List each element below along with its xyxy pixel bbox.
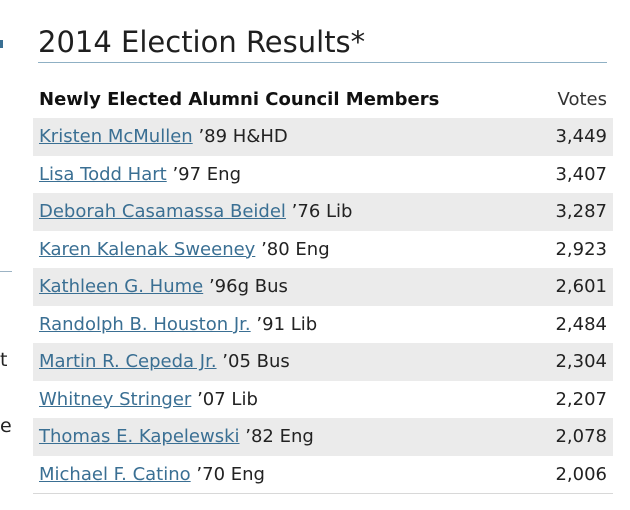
member-cell: Karen Kalenak Sweeney ’80 Eng bbox=[33, 230, 536, 268]
table-row: Karen Kalenak Sweeney ’80 Eng 2,923 bbox=[33, 230, 613, 268]
page-title: 2014 Election Results* bbox=[38, 25, 366, 59]
table-row: Michael F. Catino ’70 Eng 2,006 bbox=[33, 455, 613, 493]
vote-count: 3,449 bbox=[535, 118, 613, 156]
member-name-link[interactable]: Martin R. Cepeda Jr. bbox=[39, 351, 217, 373]
member-name-link[interactable]: Deborah Casamassa Beidel bbox=[39, 201, 286, 223]
member-cell: Whitney Stringer ’07 Lib bbox=[33, 380, 536, 418]
vote-count: 3,407 bbox=[535, 155, 613, 193]
member-class-detail: ’07 Lib bbox=[197, 388, 258, 410]
member-cell: Randolph B. Houston Jr. ’91 Lib bbox=[33, 305, 536, 343]
table-row: Randolph B. Houston Jr. ’91 Lib 2,484 bbox=[33, 305, 613, 343]
member-name-link[interactable]: Thomas E. Kapelewski bbox=[39, 426, 240, 448]
results-table-body: Kristen McMullen ’89 H&HD 3,449 Lisa Todd … bbox=[33, 118, 613, 493]
election-results-panel: 2014 Election Results* Newly Elected Alu… bbox=[33, 22, 613, 494]
member-name-link[interactable]: Michael F. Catino bbox=[39, 463, 191, 485]
member-name-link[interactable]: Karen Kalenak Sweeney bbox=[39, 238, 256, 260]
votes-column-header: Votes bbox=[557, 89, 607, 110]
member-class-detail: ’96g Bus bbox=[208, 276, 288, 298]
member-class-detail: ’70 Eng bbox=[196, 463, 265, 485]
vote-count: 2,078 bbox=[535, 418, 613, 456]
table-row: Kathleen G. Hume ’96g Bus 2,601 bbox=[33, 268, 613, 306]
member-cell: Lisa Todd Hart ’97 Eng bbox=[33, 155, 536, 193]
vote-count: 2,207 bbox=[535, 380, 613, 418]
member-class-detail: ’91 Lib bbox=[256, 313, 318, 335]
member-name-link[interactable]: Kristen McMullen bbox=[39, 126, 193, 148]
member-name-link[interactable]: Whitney Stringer bbox=[39, 388, 192, 410]
table-row: Deborah Casamassa Beidel ’76 Lib 3,287 bbox=[33, 193, 613, 231]
table-header-row: Newly Elected Alumni Council Members Vot… bbox=[33, 81, 613, 118]
vote-count: 2,484 bbox=[535, 305, 613, 343]
table-row: Whitney Stringer ’07 Lib 2,207 bbox=[33, 380, 613, 418]
member-cell: Kristen McMullen ’89 H&HD bbox=[33, 118, 536, 156]
member-class-detail: ’82 Eng bbox=[245, 426, 314, 448]
table-row: Martin R. Cepeda Jr. ’05 Bus 2,304 bbox=[33, 343, 613, 381]
left-edge-fragment: e bbox=[0, 415, 12, 437]
title-divider bbox=[38, 62, 607, 63]
table-bottom-divider bbox=[33, 493, 613, 494]
member-cell: Kathleen G. Hume ’96g Bus bbox=[33, 268, 536, 306]
vote-count: 2,006 bbox=[535, 455, 613, 493]
member-cell: Michael F. Catino ’70 Eng bbox=[33, 455, 536, 493]
member-name-link[interactable]: Lisa Todd Hart bbox=[39, 163, 167, 185]
member-cell: Deborah Casamassa Beidel ’76 Lib bbox=[33, 193, 536, 231]
member-name-link[interactable]: Randolph B. Houston Jr. bbox=[39, 313, 251, 335]
members-column-header: Newly Elected Alumni Council Members bbox=[39, 89, 440, 110]
member-class-detail: ’76 Lib bbox=[291, 201, 353, 223]
vote-count: 2,923 bbox=[535, 230, 613, 268]
results-table: Newly Elected Alumni Council Members Vot… bbox=[33, 81, 613, 493]
table-row: Kristen McMullen ’89 H&HD 3,449 bbox=[33, 118, 613, 156]
table-row: Thomas E. Kapelewski ’82 Eng 2,078 bbox=[33, 418, 613, 456]
member-class-detail: ’80 Eng bbox=[261, 238, 330, 260]
left-edge-fragment: t bbox=[0, 349, 8, 371]
member-class-detail: ’89 H&HD bbox=[198, 126, 288, 148]
member-cell: Martin R. Cepeda Jr. ’05 Bus bbox=[33, 343, 536, 381]
vote-count: 2,601 bbox=[535, 268, 613, 306]
left-edge-divider bbox=[0, 271, 12, 272]
member-class-detail: ’05 Bus bbox=[222, 351, 290, 373]
table-row: Lisa Todd Hart ’97 Eng 3,407 bbox=[33, 155, 613, 193]
member-class-detail: ’97 Eng bbox=[172, 163, 242, 185]
member-name-link[interactable]: Kathleen G. Hume bbox=[39, 276, 204, 298]
member-cell: Thomas E. Kapelewski ’82 Eng bbox=[33, 418, 536, 456]
vote-count: 2,304 bbox=[535, 343, 613, 381]
vote-count: 3,287 bbox=[535, 193, 613, 231]
left-edge-accent bbox=[0, 40, 3, 48]
